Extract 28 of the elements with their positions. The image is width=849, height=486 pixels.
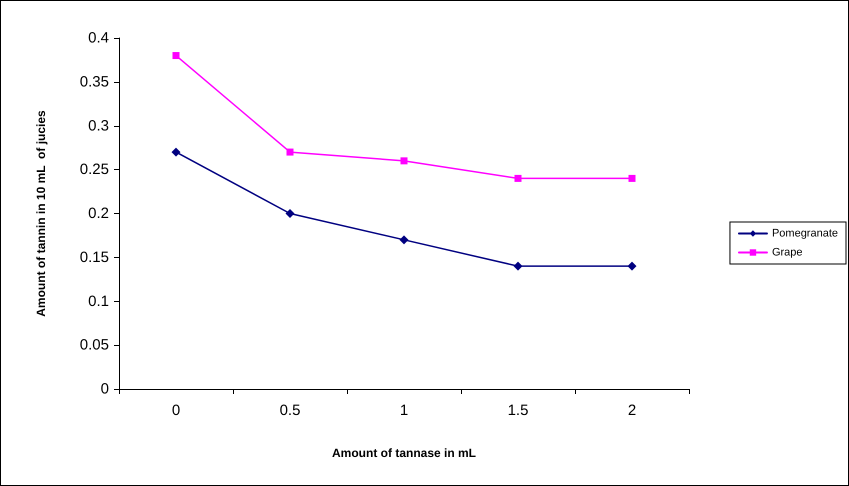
x-tick-label: 1.5 xyxy=(508,402,528,419)
point xyxy=(172,148,180,157)
legend-label: Grape xyxy=(772,246,803,258)
y-tick-label: 0.3 xyxy=(88,117,109,134)
y-tick-label: 0.35 xyxy=(80,73,109,90)
point xyxy=(400,235,408,244)
y-tick-label: 0.2 xyxy=(88,205,109,222)
x-tick-label: 0 xyxy=(172,402,180,419)
point xyxy=(514,174,522,182)
x-tick-label: 0.5 xyxy=(280,402,300,419)
legend-label: Pomegranate xyxy=(772,228,838,240)
y-tick-label: 0 xyxy=(100,380,109,398)
point xyxy=(628,174,636,182)
point xyxy=(286,209,294,218)
x-axis-title: Amount of tannase in mL xyxy=(332,446,476,460)
point xyxy=(628,262,636,271)
x-tick-label: 1 xyxy=(400,402,408,419)
y-tick-label: 0.1 xyxy=(88,292,109,310)
point xyxy=(400,157,408,164)
y-tick-label: 0.25 xyxy=(80,161,109,178)
y-tick-label: 0.15 xyxy=(80,248,109,266)
y-tick-label: 0.05 xyxy=(80,336,109,354)
point xyxy=(286,148,294,156)
y-axis-title: Amount of tannin in 10 mL of jucies xyxy=(34,110,48,317)
x-tick-label: 2 xyxy=(628,402,636,419)
point xyxy=(514,262,522,271)
point xyxy=(172,52,180,60)
y-tick-label: 0.4 xyxy=(88,30,109,46)
